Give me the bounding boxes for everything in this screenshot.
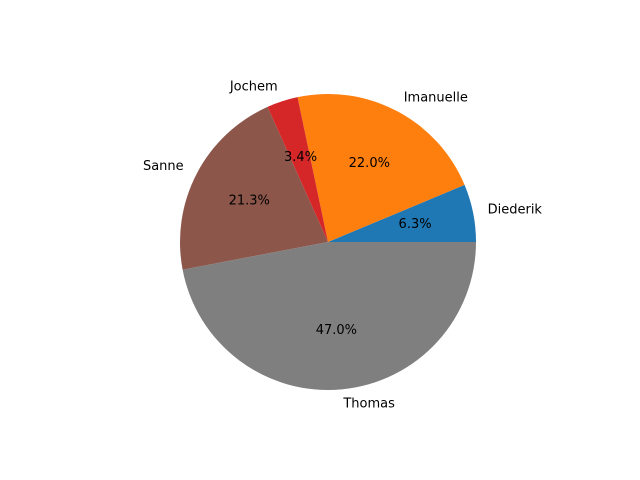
pie-slice-jochem — [267, 97, 328, 242]
pie-slice-thomas — [182, 242, 476, 391]
percent-labels: 6.3% 22.0% 3.4% 21.3% 47.0% — [229, 150, 432, 338]
percent-label-thomas: 47.0% — [316, 323, 357, 338]
slice-label-diederik: Diederik — [488, 202, 543, 217]
percent-label-sanne: 21.3% — [229, 193, 270, 208]
pie-slice-imanuelle — [297, 94, 465, 242]
slice-label-imanuelle: Imanuelle — [404, 90, 468, 105]
percent-label-imanuelle: 22.0% — [349, 156, 390, 171]
pie-slice-diederik — [328, 184, 476, 242]
percent-label-jochem: 3.4% — [284, 150, 317, 165]
pie-slices — [179, 94, 476, 391]
slice-label-jochem: Jochem — [229, 80, 278, 95]
slice-label-sanne: Sanne — [143, 159, 184, 174]
percent-label-diederik: 6.3% — [399, 217, 432, 232]
slice-labels: Diederik Imanuelle Jochem Sanne Thomas — [143, 80, 543, 412]
slice-label-thomas: Thomas — [342, 397, 395, 412]
pie-slice-sanne — [179, 106, 328, 270]
